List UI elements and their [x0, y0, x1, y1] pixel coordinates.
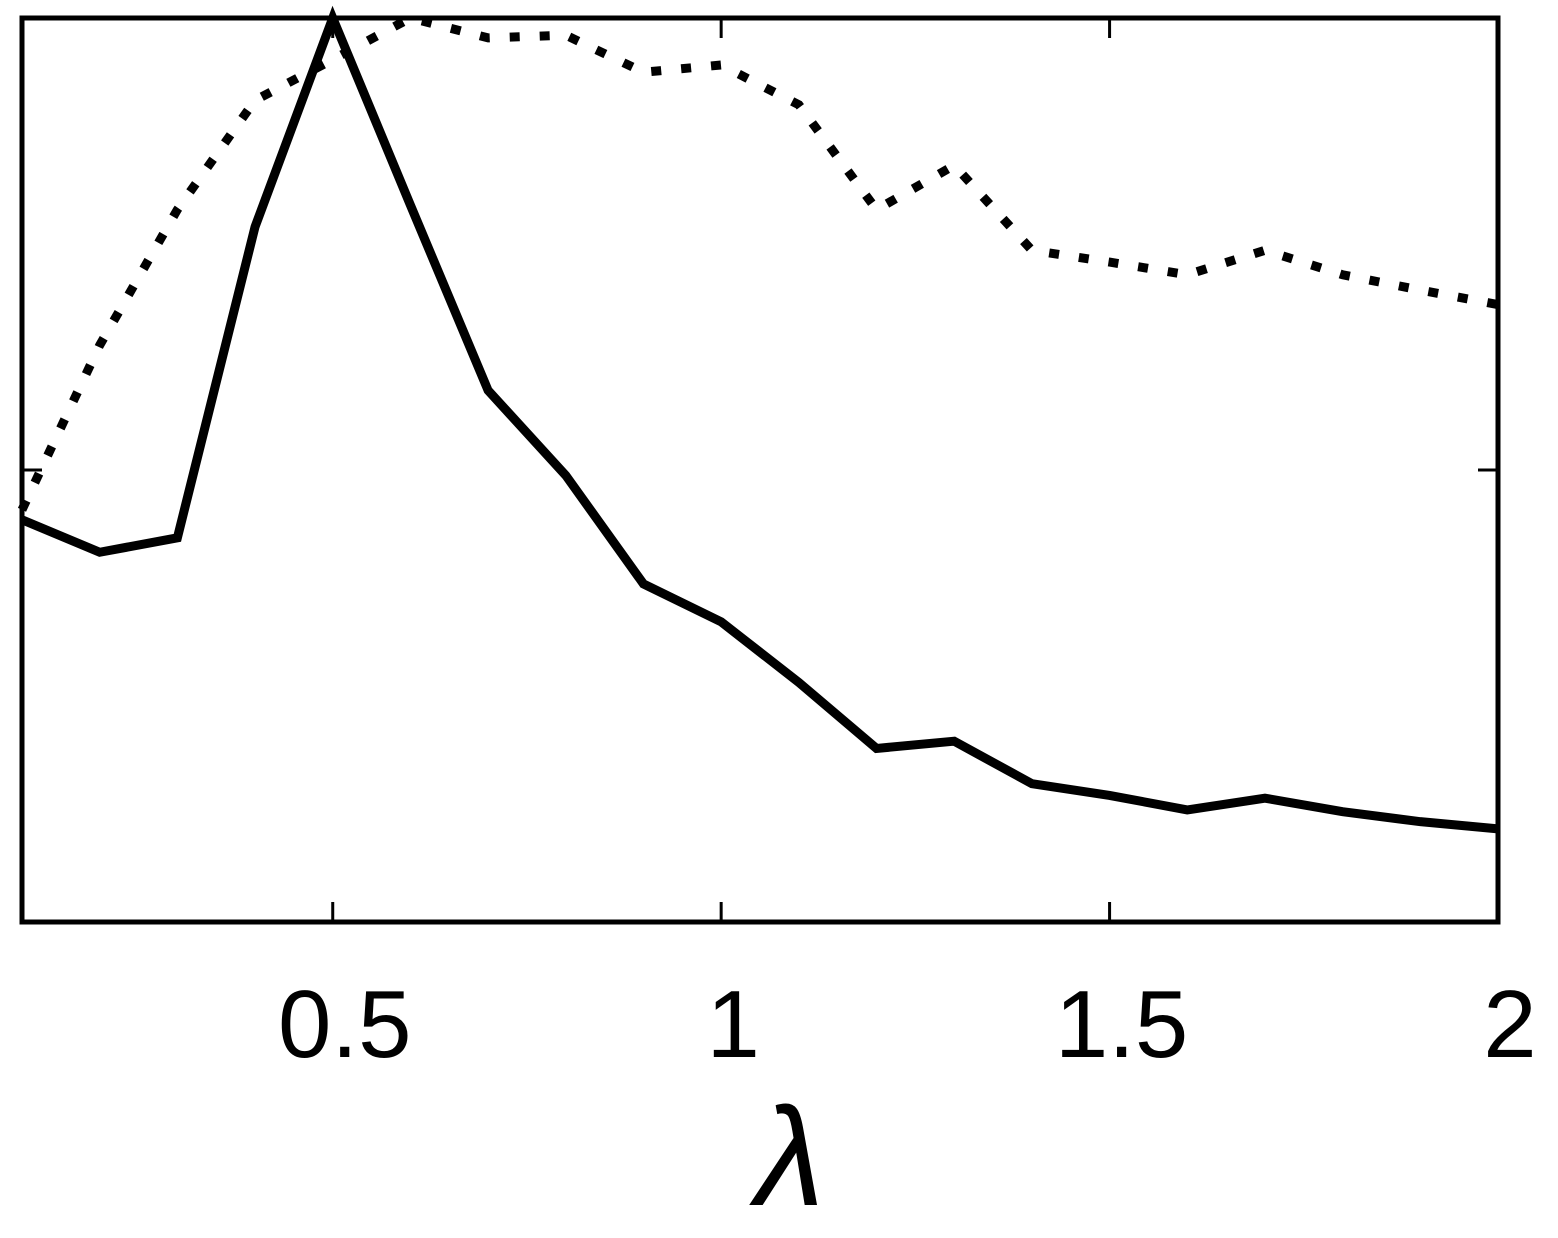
x-tick-label: 0.5	[278, 971, 411, 1078]
data-line	[17, 13, 1499, 512]
x-tick-label: 1	[706, 971, 759, 1078]
data-line	[20, 5, 1499, 834]
x-axis-label: λ	[749, 1078, 825, 1235]
x-tick-label: 1.5	[1055, 971, 1188, 1078]
x-tick-label: 2	[1483, 971, 1536, 1078]
plot-frame	[19, 15, 1501, 925]
